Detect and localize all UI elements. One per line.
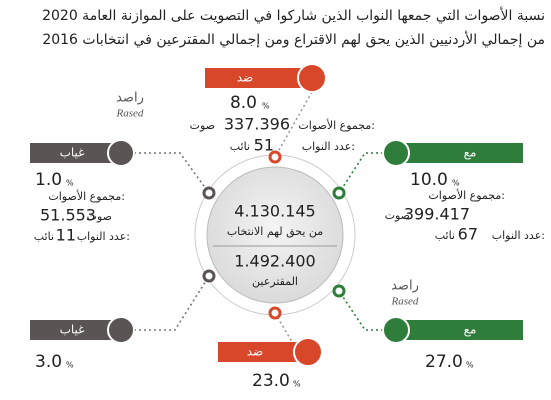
pill <box>218 342 300 362</box>
logo: راصد <box>391 279 419 294</box>
pill-circle <box>293 337 323 367</box>
voters-label: المقترعين <box>252 275 298 288</box>
pill-label: غياب <box>60 323 85 337</box>
pill <box>405 143 523 163</box>
percent: 1.0 <box>35 170 62 190</box>
ring-dots <box>202 150 346 320</box>
votes-unit: صوت <box>190 119 215 132</box>
mps-unit: نائب <box>435 229 455 242</box>
mps-unit: نائب <box>230 140 250 153</box>
logo-latin: Rased <box>116 108 144 120</box>
votes-label: مجموع الأصوات: <box>48 189 125 203</box>
pill <box>30 320 120 340</box>
pill-circle <box>297 63 327 93</box>
votes-unit: صوت <box>385 209 410 222</box>
mps: 11 <box>56 226 76 245</box>
pill-label: غياب <box>60 146 85 160</box>
pill <box>405 320 523 340</box>
percent: 3.0 <box>35 352 62 372</box>
votes: 51.553 <box>40 206 96 225</box>
voters-value: 1.492.400 <box>234 252 315 271</box>
percent: 27.0 <box>425 352 463 372</box>
votes: 399.417 <box>404 205 470 224</box>
pill <box>30 143 120 163</box>
mps-unit: نائب <box>34 230 54 243</box>
pill-circle <box>382 139 410 167</box>
votes-label: مجموع الأصوات: <box>298 118 375 132</box>
mps-label: عدد النواب: <box>77 230 130 243</box>
title: نسبة الأصوات التي جمعها النواب الذين شار… <box>42 6 545 24</box>
percent: 10.0 <box>410 170 448 190</box>
center-circle <box>206 166 344 304</box>
mps-label: عدد النواب: <box>492 229 545 242</box>
votes: 337.396 <box>224 115 290 134</box>
logo-latin: Rased <box>391 296 419 308</box>
percent-unit: % <box>262 102 270 111</box>
pill-label: مع <box>464 323 477 337</box>
percent-unit: % <box>66 361 74 370</box>
votes-unit: صوت <box>87 210 112 223</box>
pill-label: مع <box>464 146 477 160</box>
mps-label: عدد النواب: <box>302 140 355 153</box>
mps: 67 <box>458 225 478 244</box>
eligible-label: من يحق لهم الانتخاب <box>227 225 323 239</box>
percent: 23.0 <box>252 371 290 391</box>
mps: 51 <box>254 136 274 155</box>
pill-label: ضد <box>237 71 254 85</box>
pill-circle <box>107 316 135 344</box>
title: من إجمالي الأردنيين الذين يحق لهم الاقتر… <box>42 30 545 48</box>
pill-circle <box>107 139 135 167</box>
votes-label: مجموع الأصوات: <box>428 188 505 202</box>
percent-unit: % <box>466 361 474 370</box>
percent-unit: % <box>452 179 460 188</box>
percent: 8.0 <box>230 93 257 113</box>
pill-circle <box>382 316 410 344</box>
pill-label: ضد <box>247 345 264 359</box>
connectors <box>134 91 383 353</box>
logo: راصد <box>116 91 144 106</box>
pill <box>205 68 305 88</box>
percent-unit: % <box>66 179 74 188</box>
percent-unit: % <box>293 380 301 389</box>
eligible-value: 4.130.145 <box>234 202 315 221</box>
